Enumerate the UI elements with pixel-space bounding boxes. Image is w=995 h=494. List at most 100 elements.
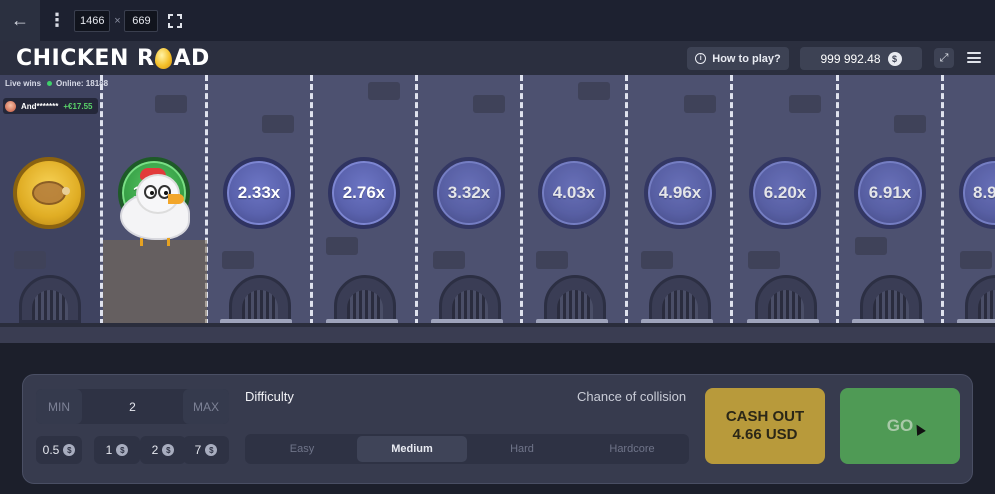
lane-divider (415, 75, 418, 325)
wall-brick (894, 115, 926, 133)
sewer-base (852, 319, 924, 325)
collision-chance-label: Chance of collision (577, 389, 687, 404)
lane-divider (310, 75, 313, 325)
multiplier-lane[interactable]: 4.96x (644, 157, 716, 229)
sewer-grate (439, 275, 501, 323)
height-input[interactable]: 669 (124, 9, 159, 32)
multiplier-lane[interactable]: 6.20x (749, 157, 821, 229)
lane-divider (520, 75, 523, 325)
lane-divider (100, 75, 103, 325)
cash-out-button[interactable]: CASH OUT 4.66 USD (705, 388, 825, 464)
difficulty-hardcore[interactable]: Hardcore (609, 443, 655, 455)
difficulty-selector: Easy Medium Hard Hardcore (245, 434, 689, 464)
multiplier-lane[interactable]: 8.9 (959, 157, 995, 229)
min-bet-button[interactable]: MIN (36, 389, 82, 424)
wall-brick (536, 251, 568, 269)
dollar-coin-icon: $ (205, 444, 218, 456)
wall-brick (473, 95, 505, 113)
wall-brick (641, 251, 673, 269)
current-lane-highlight (103, 240, 207, 325)
live-wins-title: Live wins (5, 79, 42, 88)
lane-divider (205, 75, 208, 325)
balance-display: 999 992.48 $ (800, 47, 922, 70)
difficulty-easy[interactable]: Easy (289, 443, 315, 455)
online-count: Online: 18188 (47, 79, 108, 88)
sewer-base (326, 319, 398, 325)
vertical-dots-icon[interactable]: ⋮ (48, 10, 66, 30)
difficulty-hard[interactable]: Hard (510, 443, 534, 455)
wall-brick (368, 82, 400, 100)
sewer-base (220, 319, 292, 325)
live-win-item: And******* +€17.55 (3, 98, 99, 114)
start-coin (13, 157, 85, 229)
logo-text-left: CHICKEN R (16, 45, 155, 71)
bet-value[interactable]: 2 (129, 399, 136, 414)
sewer-grate (544, 275, 606, 323)
sewer-base (431, 319, 503, 325)
chicken-player (116, 168, 196, 246)
roast-chicken-icon (32, 181, 70, 205)
wall-brick (789, 95, 821, 113)
wall-brick (222, 251, 254, 269)
wall-brick (433, 251, 465, 269)
quick-bet-chip[interactable]: 2 $ (140, 436, 186, 464)
logo: CHICKEN R AD (16, 46, 210, 71)
lane-divider (941, 75, 944, 325)
bet-amount-input[interactable]: MIN 2 MAX (36, 389, 229, 424)
expand-icon[interactable]: ⤢ (934, 48, 954, 68)
hamburger-menu-icon[interactable] (967, 52, 981, 63)
sewer-grate (19, 275, 81, 323)
cash-out-label: CASH OUT (725, 408, 805, 425)
quick-bet-chip[interactable]: 7 $ (183, 436, 229, 464)
online-dot-icon (47, 81, 53, 86)
top-bar: ← ⋮ 1466 × 669 (0, 0, 995, 41)
dollar-coin-icon: $ (63, 444, 76, 456)
dimension-separator: × (114, 14, 121, 27)
wall-brick (855, 237, 887, 255)
live-wins-header: Live wins Online: 18188 (5, 79, 108, 88)
wall-brick (155, 95, 187, 113)
dollar-coin-icon: $ (116, 444, 129, 456)
sewer-grate (965, 275, 995, 323)
logo-text-right: AD (173, 45, 210, 71)
game-header: CHICKEN R AD i How to play? 999 992.48 $… (0, 41, 995, 75)
multiplier-lane[interactable]: 4.03x (538, 157, 610, 229)
lane-divider (836, 75, 839, 325)
wall-brick (14, 251, 46, 269)
sewer-grate (229, 275, 291, 323)
win-user: And******* (21, 101, 59, 111)
fullscreen-icon[interactable] (168, 13, 183, 28)
game-field: 1.98x 2.33x 2.76x 3.32x 4.03x 4.96x 6.20… (0, 75, 995, 343)
sewer-base (747, 319, 819, 325)
balance-value: 999 992.48 (820, 51, 881, 66)
lane-divider (730, 75, 733, 325)
sewer-grate (334, 275, 396, 323)
dollar-coin-icon: $ (887, 51, 902, 66)
difficulty-label: Difficulty (245, 389, 294, 404)
back-button[interactable]: ← (0, 0, 40, 41)
road-edge (0, 323, 995, 327)
wall-brick (326, 237, 358, 255)
arrow-left-icon: ← (11, 10, 29, 30)
sewer-grate (755, 275, 817, 323)
wall-brick (960, 251, 992, 269)
sewer-base (957, 319, 995, 325)
go-button[interactable]: GO (840, 388, 960, 464)
multiplier-lane[interactable]: 2.33x (223, 157, 295, 229)
width-input[interactable]: 1466 (74, 9, 111, 32)
multiplier-lane[interactable]: 3.32x (433, 157, 505, 229)
info-icon: i (695, 53, 707, 64)
difficulty-medium[interactable]: Medium (357, 436, 467, 462)
how-to-play-button[interactable]: i How to play? (687, 47, 789, 70)
multiplier-lane[interactable]: 2.76x (328, 157, 400, 229)
wall-brick (262, 115, 294, 133)
dollar-coin-icon: $ (162, 444, 175, 456)
quick-bet-chip[interactable]: 0.5 $ (36, 436, 82, 464)
max-bet-button[interactable]: MAX (183, 389, 229, 424)
lane-divider (625, 75, 628, 325)
sewer-base (536, 319, 608, 325)
quick-bet-chip[interactable]: 1 $ (94, 436, 140, 464)
wall-brick (578, 82, 610, 100)
multiplier-lane[interactable]: 6.91x (854, 157, 926, 229)
wall-brick (748, 251, 780, 269)
